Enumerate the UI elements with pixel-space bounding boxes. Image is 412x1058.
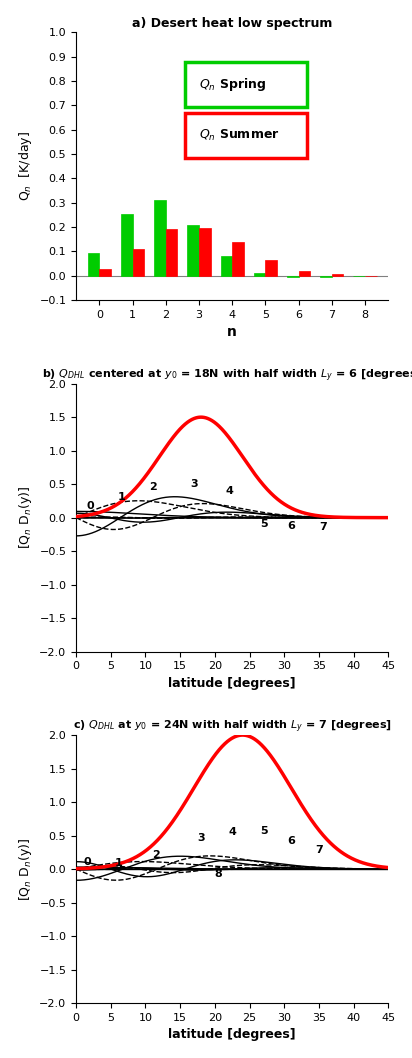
- Bar: [154, 200, 166, 276]
- Text: 3: 3: [190, 479, 198, 490]
- Text: 5: 5: [260, 519, 267, 529]
- Bar: [232, 242, 244, 276]
- Bar: [254, 273, 265, 276]
- FancyBboxPatch shape: [185, 112, 307, 158]
- Text: 1: 1: [114, 858, 122, 868]
- Text: 1: 1: [118, 492, 125, 501]
- Text: $Q_n$ Summer: $Q_n$ Summer: [199, 128, 280, 143]
- Text: 0: 0: [87, 500, 94, 511]
- Text: 7: 7: [319, 522, 327, 532]
- Bar: [199, 227, 211, 276]
- Bar: [287, 276, 299, 277]
- Y-axis label: Q$_n$  [K/day]: Q$_n$ [K/day]: [17, 131, 34, 201]
- Bar: [220, 256, 232, 276]
- FancyBboxPatch shape: [185, 61, 307, 107]
- Bar: [265, 260, 277, 276]
- Bar: [299, 271, 310, 276]
- Bar: [332, 274, 344, 276]
- Text: 4: 4: [229, 827, 236, 837]
- Text: 5: 5: [260, 826, 267, 836]
- Title: b) $Q_{DHL}$ centered at $y_0$ = 18N with half width $L_y$ = 6 [degrees]: b) $Q_{DHL}$ centered at $y_0$ = 18N wit…: [42, 367, 412, 384]
- Text: $Q_n$ Spring: $Q_n$ Spring: [199, 76, 267, 93]
- Text: 2: 2: [152, 850, 160, 860]
- Text: 8: 8: [215, 869, 222, 879]
- Text: 6: 6: [288, 521, 295, 531]
- Bar: [121, 215, 133, 276]
- Text: 6: 6: [288, 836, 295, 845]
- Bar: [133, 249, 144, 276]
- Text: 0: 0: [83, 857, 91, 868]
- Bar: [166, 230, 178, 276]
- Text: 2: 2: [149, 481, 157, 492]
- Text: 3: 3: [197, 833, 205, 843]
- X-axis label: latitude [degrees]: latitude [degrees]: [169, 677, 296, 690]
- Bar: [187, 224, 199, 276]
- Y-axis label: [Q$_n$ D$_n$(y)]: [Q$_n$ D$_n$(y)]: [16, 486, 34, 549]
- Title: c) $Q_{DHL}$ at $y_0$ = 24N with half width $L_y$ = 7 [degrees]: c) $Q_{DHL}$ at $y_0$ = 24N with half wi…: [73, 718, 392, 735]
- Bar: [88, 253, 99, 276]
- Text: 7: 7: [316, 845, 323, 855]
- X-axis label: n: n: [227, 326, 237, 340]
- Y-axis label: [Q$_n$ D$_n$(y)]: [Q$_n$ D$_n$(y)]: [16, 838, 34, 900]
- Title: a) Desert heat low spectrum: a) Desert heat low spectrum: [132, 17, 332, 30]
- X-axis label: latitude [degrees]: latitude [degrees]: [169, 1028, 296, 1041]
- Text: 4: 4: [225, 487, 233, 496]
- Bar: [99, 269, 111, 276]
